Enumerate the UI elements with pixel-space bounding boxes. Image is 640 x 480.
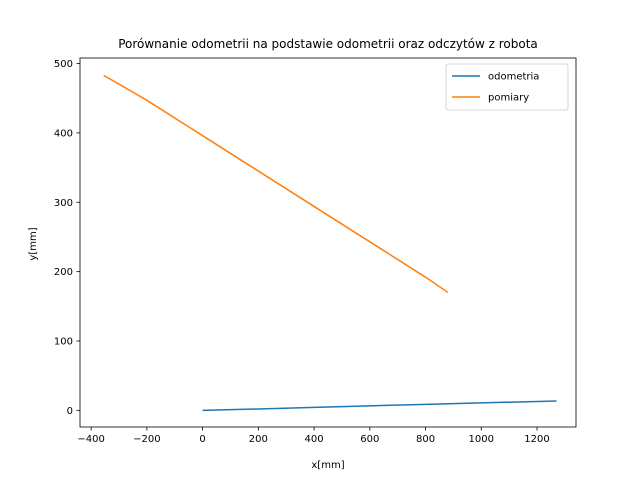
x-tick-label: 600 xyxy=(360,434,379,445)
y-tick-label: 200 xyxy=(54,267,73,278)
x-tick-label: 800 xyxy=(416,434,435,445)
y-tick-label: 300 xyxy=(54,198,73,209)
x-tick-label: 1000 xyxy=(469,434,494,445)
series-line-pomiary xyxy=(103,74,449,294)
legend-label-pomiary: pomiary xyxy=(488,93,529,104)
x-tick-label: −200 xyxy=(133,434,160,445)
x-tick-label: −400 xyxy=(77,434,104,445)
x-tick-label: 200 xyxy=(249,434,268,445)
plot-area: −400 −200 0 200 400 600 800 1000 1200 0 100 200 300 4… xyxy=(54,57,577,445)
x-tick-label: 400 xyxy=(305,434,324,445)
legend: odometria pomiary xyxy=(445,63,569,111)
y-tick-label: 0 xyxy=(67,406,73,417)
y-axis-label: y[mm] xyxy=(28,227,39,260)
x-axis-label: x[mm] xyxy=(311,460,344,471)
series-line-odometria xyxy=(202,400,557,412)
plot-frame xyxy=(79,57,577,428)
chart-title: Porównanie odometrii na podstawie odomet… xyxy=(118,37,538,51)
y-tick-label: 100 xyxy=(54,336,73,347)
y-tick-label: 500 xyxy=(54,59,73,70)
y-tick-label: 400 xyxy=(54,128,73,139)
x-tick-label: 0 xyxy=(199,434,205,445)
x-tick-label: 1200 xyxy=(524,434,549,445)
legend-label-odometria: odometria xyxy=(488,72,539,83)
